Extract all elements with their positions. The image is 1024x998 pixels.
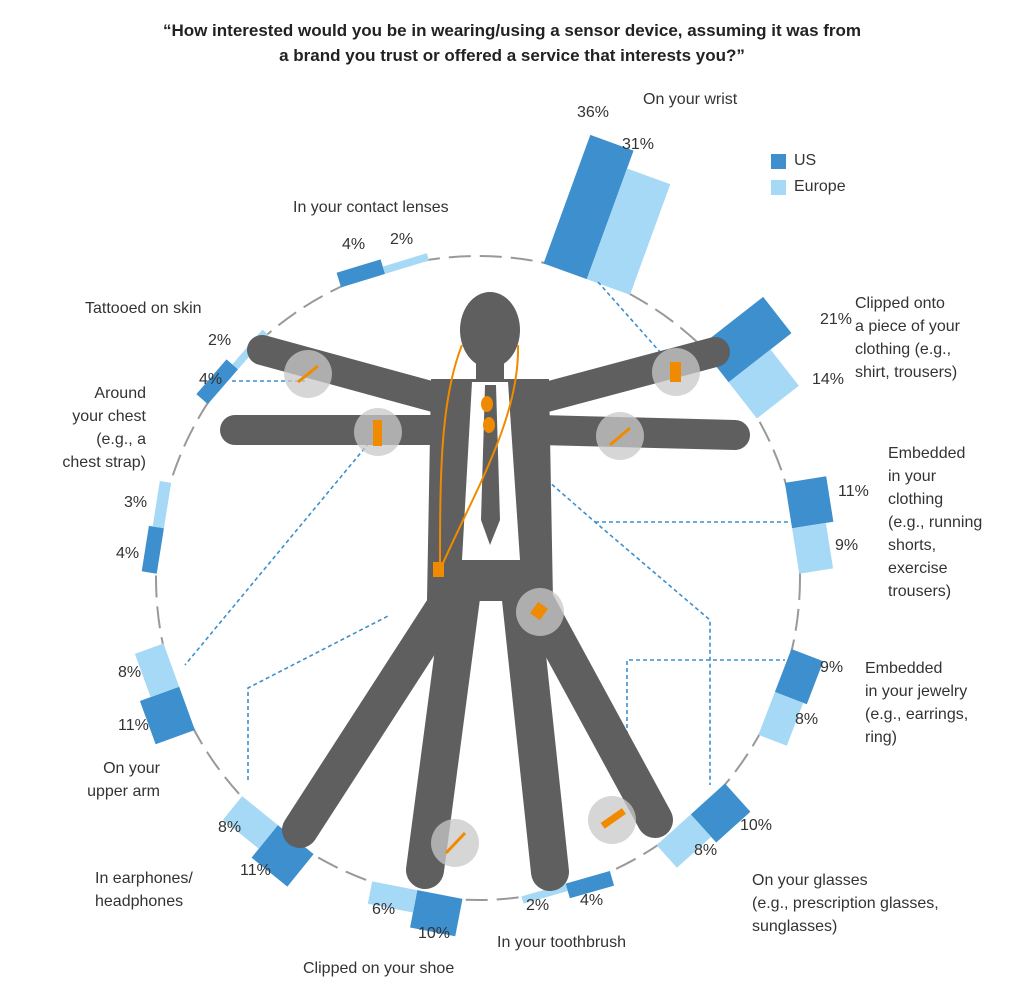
device-player — [433, 562, 444, 577]
category-label: Clipped on your shoe — [303, 960, 455, 977]
bar-us-10 — [196, 359, 239, 405]
value-label-us-11: 4% — [342, 236, 366, 253]
bar-us-2 — [784, 476, 834, 529]
legend-swatch-us — [771, 153, 786, 169]
bar-europe-3 — [758, 691, 804, 746]
value-label-europe-5: 2% — [526, 897, 550, 914]
device-glasses-l — [481, 396, 493, 412]
bar-us-6 — [410, 890, 463, 937]
value-label-us-0: 36% — [577, 104, 610, 121]
value-label-us-5: 4% — [580, 892, 604, 909]
value-label-us-3: 9% — [820, 659, 844, 676]
value-label-europe-7: 8% — [218, 819, 242, 836]
bar-us-0 — [543, 134, 634, 280]
bar-europe-1 — [728, 349, 799, 419]
value-label-us-10: 4% — [199, 371, 223, 388]
value-label-us-4: 10% — [740, 817, 773, 834]
device-clothing — [530, 601, 548, 621]
leader-wrist — [597, 281, 677, 371]
bar-europe-8 — [134, 643, 180, 698]
guide-circle — [155, 255, 801, 901]
device-shoe — [444, 831, 467, 855]
value-label-us-7: 11% — [240, 862, 271, 879]
category-label: On your upper arm — [87, 760, 160, 800]
bar-europe-11 — [382, 253, 430, 274]
value-label-europe-3: 8% — [795, 711, 819, 728]
bar-europe-2 — [792, 522, 834, 574]
bar-us-9 — [141, 525, 164, 574]
legend-label-us: US — [794, 152, 817, 169]
bar-europe-9 — [152, 481, 172, 529]
bar-us-7 — [251, 825, 314, 887]
category-label: In your contact lenses — [293, 199, 449, 216]
device-arm-band — [373, 420, 382, 446]
value-label-europe-4: 8% — [694, 842, 718, 859]
value-label-europe-11: 2% — [390, 231, 414, 248]
category-label: In earphones/ headphones — [95, 870, 193, 910]
legend-us: US — [771, 152, 816, 170]
bar-us-5 — [565, 871, 615, 899]
device-jewelry — [609, 426, 631, 447]
value-label-europe-0: 31% — [622, 136, 655, 153]
legend-swatch-europe — [771, 179, 786, 195]
value-label-us-2: 11% — [838, 483, 869, 500]
leader-upper-arm — [184, 431, 379, 666]
bar-europe-6 — [367, 881, 418, 913]
value-label-us-1: 21% — [820, 311, 853, 328]
category-label: In your toothbrush — [497, 934, 626, 951]
value-label-us-6: 10% — [418, 925, 451, 942]
leader-earphones — [247, 614, 391, 780]
chart-title: “How interested would you be in wearing/… — [162, 21, 862, 65]
value-label-europe-2: 9% — [835, 537, 859, 554]
bar-us-8 — [139, 686, 195, 745]
bar-us-11 — [336, 259, 386, 288]
value-label-europe-9: 3% — [124, 494, 148, 511]
category-label: Around your chest (e.g., a chest strap) — [62, 385, 146, 471]
value-label-us-8: 11% — [118, 717, 149, 734]
bar-europe-0 — [586, 168, 671, 295]
device-tattoo — [297, 364, 319, 384]
category-label: On your wrist — [643, 91, 738, 108]
value-label-europe-8: 8% — [118, 664, 142, 681]
category-label: Clipped onto a piece of your clothing (e… — [855, 295, 960, 381]
category-label: Tattooed on skin — [85, 300, 202, 317]
legend-europe: Europe — [771, 178, 846, 196]
value-label-us-9: 4% — [116, 545, 140, 562]
value-label-europe-10: 2% — [208, 332, 232, 349]
bar-europe-7 — [222, 796, 278, 849]
earphone-cord — [439, 344, 520, 571]
category-label: Embedded in your jewelry (e.g., earrings… — [865, 660, 969, 746]
device-glasses-r — [483, 417, 495, 433]
legend-label-europe: Europe — [794, 178, 846, 195]
category-label: Embedded in your clothing (e.g., running… — [888, 445, 983, 600]
bar-us-4 — [690, 783, 751, 843]
category-label: On your glasses (e.g., prescription glas… — [752, 872, 939, 935]
bar-europe-4 — [656, 814, 712, 868]
device-toothbrush — [600, 808, 626, 829]
value-label-europe-1: 14% — [812, 371, 845, 388]
value-label-europe-6: 6% — [372, 901, 396, 918]
bar-us-3 — [774, 649, 824, 705]
device-wrist — [670, 362, 681, 382]
